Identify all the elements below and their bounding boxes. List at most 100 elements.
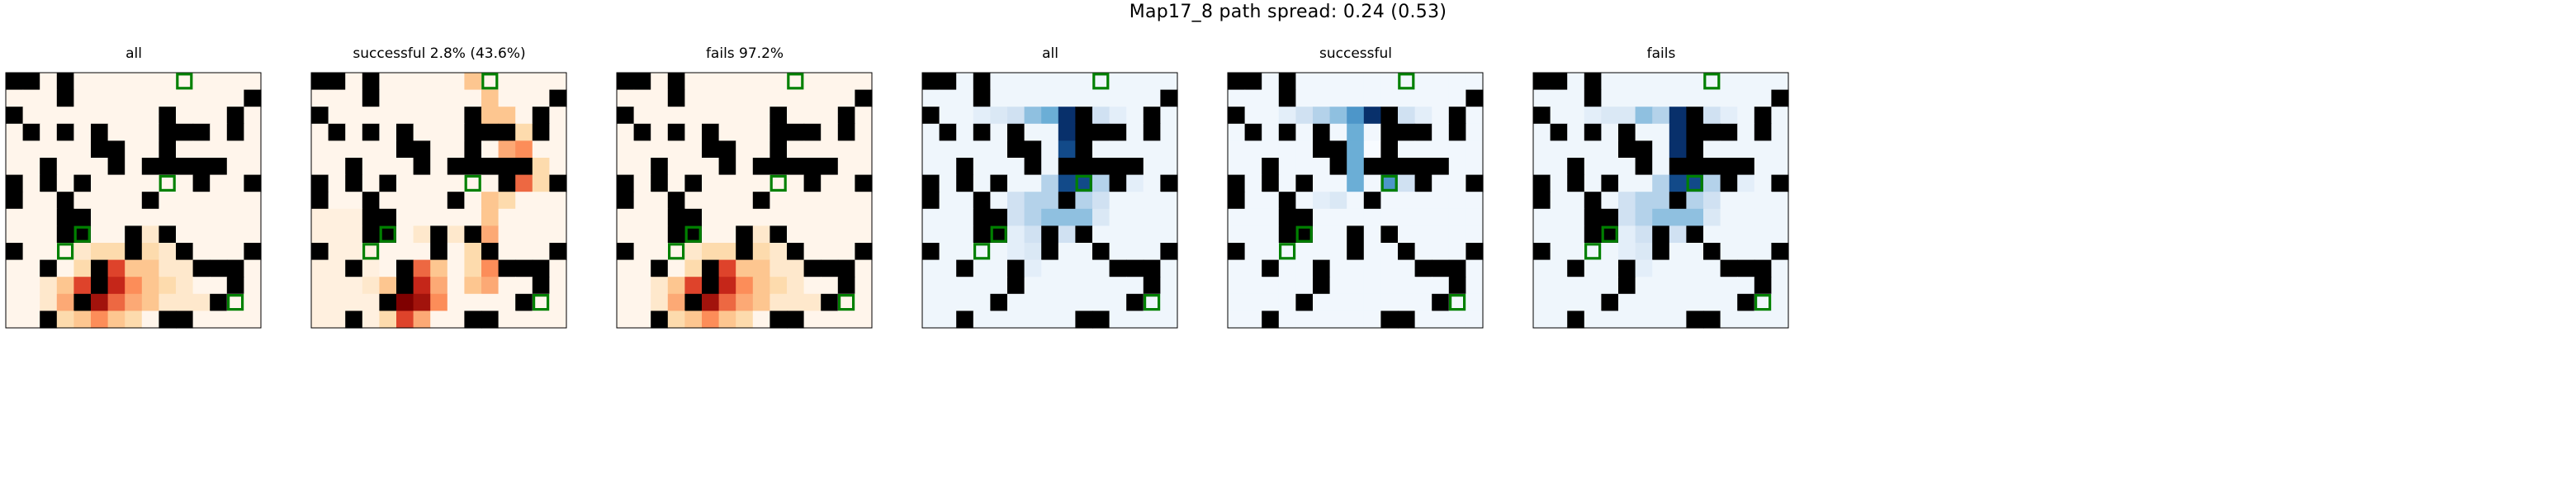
wall-cell [633,73,651,91]
panel-title: fails [1647,45,1676,62]
density-cell [922,259,940,277]
density-cell [345,293,363,311]
density-cell [1635,293,1653,311]
density-cell [1737,225,1755,244]
density-cell [1432,89,1450,107]
density-cell [922,225,940,244]
goal-marker [973,243,991,260]
density-cell [176,89,194,107]
density-cell [769,89,788,107]
density-cell [1703,174,1721,192]
wall-cell [956,158,974,176]
density-cell [1448,158,1466,176]
density-cell [345,277,363,295]
wall-cell [1686,311,1704,329]
density-cell [413,259,431,277]
wall-cell [362,208,380,226]
density-cell [1601,311,1619,329]
density-cell [837,208,855,226]
density-cell [1262,89,1280,107]
density-cell [159,174,177,192]
wall-cell [702,277,720,295]
wall-cell [447,158,465,176]
density-cell [1601,243,1619,261]
density-cell [1686,192,1704,210]
goal-marker [787,73,804,90]
density-cell [159,243,177,261]
density-cell [1601,107,1619,125]
density-cell [1347,192,1365,210]
wall-cell [1278,123,1296,141]
density-cell [1228,89,1246,107]
density-cell [515,243,533,261]
density-cell [787,89,805,107]
density-cell [549,225,567,244]
density-cell [1058,311,1076,329]
density-cell [159,293,177,311]
density-cell [40,208,58,226]
density-cell [176,225,194,244]
density-cell [1550,225,1568,244]
density-cell [549,73,567,91]
density-cell [633,89,651,107]
density-cell [1295,140,1314,159]
density-cell [752,243,770,261]
density-cell [396,225,414,244]
density-cell [345,140,363,159]
density-cell [1295,311,1314,329]
density-cell [1466,158,1484,176]
density-cell [1669,293,1687,311]
density-cell [990,89,1008,107]
density-cell [362,277,380,295]
density-cell [1363,123,1381,141]
wall-cell [1295,293,1314,311]
density-cell [549,123,567,141]
density-cell [1618,192,1636,210]
density-cell [107,243,125,261]
wall-cell [413,140,431,159]
density-cell [1618,73,1636,91]
density-cell [311,140,329,159]
density-cell [956,89,974,107]
density-cell [244,277,262,295]
wall-cell [396,277,414,295]
density-cell [769,73,788,91]
density-cell [803,225,822,244]
density-cell [855,208,873,226]
density-cell [1007,89,1025,107]
density-cell [515,140,533,159]
density-cell [498,208,516,226]
density-cell [1635,259,1653,277]
density-cell [1024,107,1042,125]
density-cell [73,158,92,176]
density-cell [821,89,839,107]
density-cell [1244,243,1262,261]
density-cell [1262,73,1280,91]
density-cell [226,208,244,226]
wall-cell [1754,107,1772,125]
density-cell [1278,140,1296,159]
density-cell [990,192,1008,210]
density-cell [481,89,500,107]
density-cell [702,158,720,176]
density-cell [22,277,40,295]
density-cell [141,123,159,141]
heatmap-panel-successful-blues: successful [1227,45,1484,329]
wall-cell [362,73,380,91]
density-cell [6,140,24,159]
density-cell [939,158,957,176]
density-cell [651,89,669,107]
wall-cell [1380,107,1399,125]
density-cell [1262,293,1280,311]
density-cell [40,107,58,125]
density-cell [413,225,431,244]
density-cell [379,89,397,107]
density-cell [651,107,669,125]
wall-cell [973,73,991,91]
density-cell [939,277,957,295]
density-cell [1754,225,1772,244]
wall-cell [226,277,244,295]
density-cell [1143,293,1161,311]
density-cell [1550,243,1568,261]
wall-cell [1329,158,1347,176]
